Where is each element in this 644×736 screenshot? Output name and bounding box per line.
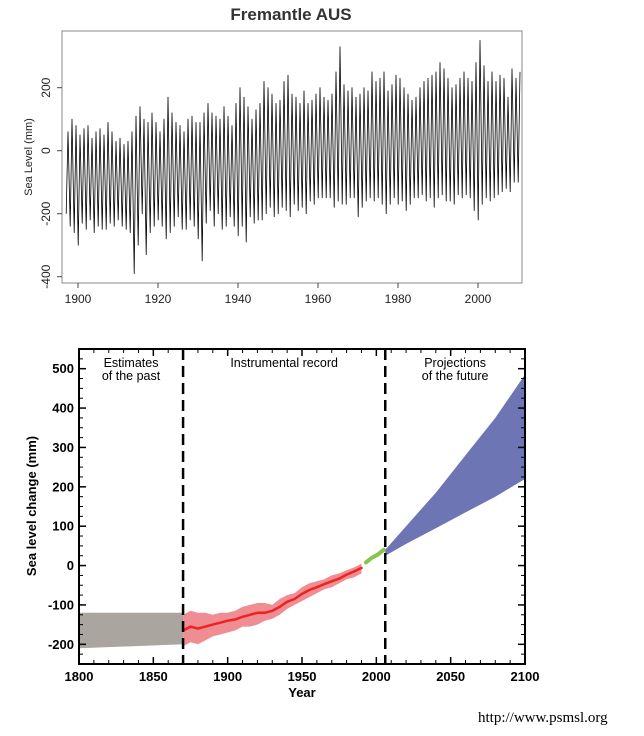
chart1-y-label: Sea Level (mm)	[23, 118, 35, 196]
source-url: http://www.psmsl.org	[478, 710, 608, 726]
chart2-x-label: Year	[288, 685, 315, 700]
chart2-y-tick-label: 500	[52, 361, 74, 376]
chart2-x-tick-label: 1900	[213, 669, 242, 684]
chart1-title: Fremantle AUS	[230, 5, 351, 24]
chart2-region-label: of the future	[422, 369, 489, 383]
chart-fremantle: Fremantle AUS 1900 1920 1940 1960 1980 2000 -…	[23, 5, 523, 306]
chart2-y-tick-label: 400	[52, 401, 74, 416]
projection-band	[385, 374, 525, 556]
chart2-y-label: Sea level change (mm)	[24, 436, 39, 576]
chart1-y-axis: -400 -200 0 200	[39, 77, 62, 289]
chart2-region-label: Projections	[424, 356, 486, 370]
chart2-region-label: of the past	[102, 369, 161, 383]
chart1-x-tick-label: 1980	[385, 292, 412, 306]
chart2-y-tick-label: 0	[67, 558, 74, 573]
chart2-y-tick-label: 200	[52, 479, 74, 494]
chart2-region-label: Instrumental record	[230, 356, 338, 370]
satellite-record-line	[363, 547, 386, 565]
chart2-x-axis: 1800 1850 1900 1950 2000 2050 2100	[65, 349, 540, 684]
chart2-x-tick-label: 1800	[65, 669, 94, 684]
past-estimate-band	[79, 612, 184, 649]
chart2-y-tick-label: -100	[48, 597, 74, 612]
instrumental-record-line	[181, 566, 363, 632]
chart2-x-tick-label: 1950	[288, 669, 317, 684]
chart1-x-tick-label: 2000	[465, 292, 492, 306]
chart2-region-label: Estimates	[104, 356, 159, 370]
chart1-x-axis: 1900 1920 1940 1960 1980 2000	[65, 283, 492, 306]
chart2-series-group	[79, 374, 525, 649]
chart2-dividers	[181, 349, 387, 664]
chart2-x-tick-label: 1850	[139, 669, 168, 684]
chart1-series-group	[65, 40, 521, 274]
chart2-x-tick-label: 2000	[362, 669, 391, 684]
chart1-x-tick-label: 1960	[305, 292, 332, 306]
chart1-y-tick-label: 0	[39, 147, 53, 154]
chart1-series-line	[65, 40, 521, 274]
chart2-y-tick-label: 300	[52, 440, 74, 455]
chart2-x-tick-label: 2100	[511, 669, 540, 684]
chart1-x-tick-label: 1940	[225, 292, 252, 306]
chart1-y-tick-label: -200	[39, 201, 53, 225]
instrumental-uncertainty-band	[183, 563, 362, 647]
chart1-x-tick-label: 1900	[65, 292, 92, 306]
chart2-y-tick-label: 100	[52, 519, 74, 534]
chart2-y-tick-label: -200	[48, 637, 74, 652]
chart-sea-level-change: 1800 1850 1900 1950 2000 2050 2100 -200 -100 0 10…	[24, 348, 540, 700]
chart1-x-tick-label: 1920	[145, 292, 172, 306]
chart2-y-axis: -200 -100 0 100 200 300 400 500	[48, 358, 525, 655]
chart1-frame	[61, 30, 523, 284]
chart1-y-tick-label: -400	[39, 264, 53, 288]
chart2-x-tick-label: 2050	[436, 669, 465, 684]
chart1-y-tick-label: 200	[39, 77, 53, 97]
